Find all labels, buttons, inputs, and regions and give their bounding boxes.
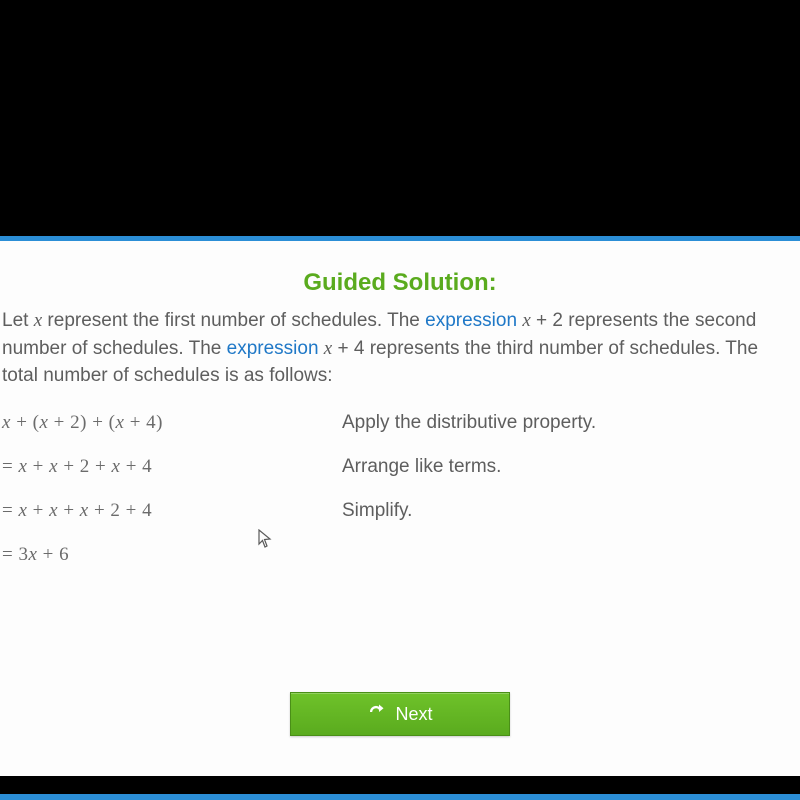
- math-var: x: [49, 456, 58, 477]
- solution-steps: x + (x + 2) + (x + 4) Apply the distribu…: [0, 412, 800, 566]
- step-row: = x + x + 2 + x + 4 Arrange like terms.: [2, 456, 800, 478]
- math-text: + 6: [37, 544, 69, 565]
- math-text: +: [27, 500, 49, 521]
- math-text: + 4): [124, 412, 163, 433]
- intro-text: Let: [2, 310, 34, 331]
- panel-bottom-border: [0, 794, 800, 800]
- next-button-label: Next: [395, 704, 432, 725]
- math-text: + 2 + 4: [89, 500, 152, 521]
- intro-paragraph: Let x represent the first number of sche…: [0, 307, 800, 390]
- step-row: x + (x + 2) + (x + 4) Apply the distribu…: [2, 412, 800, 434]
- content-panel-border: Guided Solution: Let x represent the fir…: [0, 236, 800, 776]
- math-pre: = 3: [2, 544, 28, 565]
- math-var: x: [80, 500, 89, 521]
- math-text: +: [58, 500, 80, 521]
- step-math: = 3x + 6: [2, 544, 342, 566]
- intro-expr1-var: x: [522, 310, 530, 331]
- step-explain: Apply the distributive property.: [342, 412, 596, 434]
- math-text: + 2 +: [58, 456, 111, 477]
- step-row: = 3x + 6: [2, 544, 800, 566]
- next-arrow-icon: [367, 703, 385, 726]
- link-expression-1[interactable]: expression: [425, 310, 517, 331]
- section-title: Guided Solution:: [0, 269, 800, 297]
- intro-expr2-var: x: [324, 338, 332, 359]
- intro-text: represent the first number of schedules.…: [42, 310, 425, 331]
- step-math: = x + x + x + 2 + 4: [2, 500, 342, 522]
- step-explain: Simplify.: [342, 500, 412, 522]
- link-expression-2[interactable]: expression: [227, 338, 319, 359]
- step-explain: Arrange like terms.: [342, 456, 501, 478]
- math-pre: =: [2, 456, 18, 477]
- math-text: + 4: [120, 456, 152, 477]
- math-var: x: [2, 412, 11, 433]
- intro-var-x: x: [34, 310, 42, 331]
- math-text: +: [27, 456, 49, 477]
- step-row: = x + x + x + 2 + 4 Simplify.: [2, 500, 800, 522]
- next-button[interactable]: Next: [290, 692, 510, 736]
- math-text: + 2) + (: [48, 412, 115, 433]
- math-pre: =: [2, 500, 18, 521]
- content-panel: Guided Solution: Let x represent the fir…: [0, 241, 800, 776]
- math-var: x: [49, 500, 58, 521]
- math-text: + (: [11, 412, 40, 433]
- step-math: x + (x + 2) + (x + 4): [2, 412, 342, 434]
- step-math: = x + x + 2 + x + 4: [2, 456, 342, 478]
